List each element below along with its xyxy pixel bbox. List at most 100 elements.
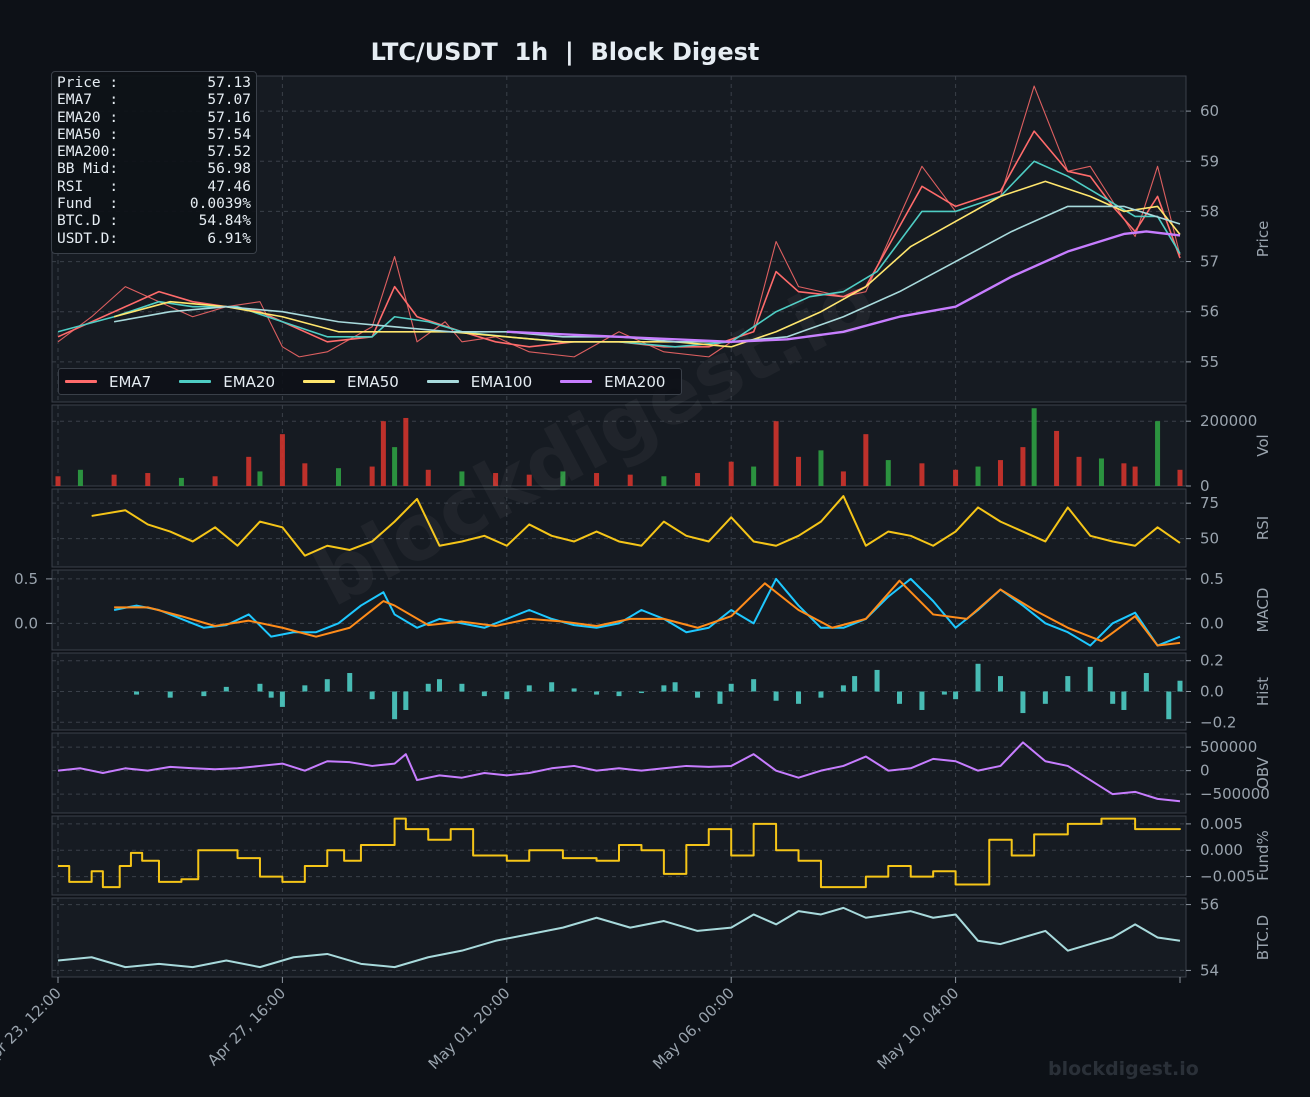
series-hist-hist-bar	[941, 691, 947, 695]
panel-vol: 0 200000 Vol	[51, 404, 1272, 495]
legend-label: EMA20	[223, 372, 276, 391]
panel-hist: −0.2 0.0 0.2 Hist	[51, 652, 1272, 731]
series-price-ema100-line	[113, 205, 1181, 343]
ytick-label: 75	[1200, 494, 1219, 512]
series-price-ema200-line	[506, 230, 1181, 344]
series-vol-vol-bar	[695, 473, 701, 486]
series-vol-vol-bar	[975, 466, 981, 486]
series-vol-vol-bar	[751, 466, 757, 486]
series-price-price-line	[57, 85, 1181, 358]
legend-swatch	[179, 380, 212, 383]
series-hist-hist-bar	[616, 691, 622, 697]
chart-title: LTC/USDT 1h | Block Digest	[371, 38, 760, 66]
series-vol-vol-bar	[1020, 447, 1026, 486]
ytick-label: 50	[1200, 530, 1219, 548]
series-vol-vol-bar	[369, 466, 375, 486]
series-hist-hist-bar	[997, 676, 1003, 692]
series-hist-hist-bar	[874, 669, 880, 692]
series-vol-vol-bar	[840, 471, 846, 486]
series-hist-hist-bar	[1087, 666, 1093, 692]
ytick-label: 56	[1200, 303, 1219, 321]
series-vol-vol-bar	[728, 461, 734, 486]
ytick-label: −0.005	[1200, 868, 1256, 886]
info-value: 54.84%	[198, 213, 251, 230]
info-row: USDT.D: 6.91%	[57, 231, 251, 248]
series-vol-vol-bar	[1132, 466, 1138, 486]
series-vol-vol-bar	[560, 471, 566, 486]
series-vol-vol-bar	[526, 474, 532, 486]
x-axis: Apr 23, 12:00 Apr 27, 16:00 May 01, 20:00 M…	[0, 977, 1181, 1073]
series-vol-vol-bar	[885, 460, 891, 486]
legend-swatch	[426, 380, 459, 383]
series-vol-vol-bar	[380, 421, 386, 486]
series-hist-hist-bar	[526, 685, 532, 692]
info-value: 57.52	[207, 144, 251, 161]
series-hist-hist-bar	[638, 691, 644, 694]
series-hist-hist-bar	[818, 691, 824, 698]
ytick-label: 56	[1200, 896, 1219, 914]
series-hist-hist-bar	[1065, 676, 1071, 692]
ytick-label: 0.2	[1200, 652, 1224, 670]
series-hist-hist-bar	[919, 691, 925, 710]
series-price-ema7-line	[57, 130, 1181, 348]
info-value: 57.07	[207, 92, 251, 109]
series-rsi-rsi-line	[91, 495, 1181, 557]
series-hist-hist-bar	[347, 673, 353, 692]
xtick-label: May 01, 20:00	[425, 984, 514, 1073]
series-hist-hist-bar	[223, 686, 229, 692]
series-hist-hist-bar	[840, 685, 846, 692]
series-hist-hist-bar	[571, 688, 577, 692]
series-hist-hist-bar	[549, 682, 555, 692]
info-value: 57.54	[207, 126, 251, 143]
ytick-label: 500000	[1200, 738, 1257, 756]
series-macd-signal-line	[114, 579, 1181, 647]
series-vol-vol-bar	[1098, 458, 1104, 486]
info-row: EMA7 : 57.07	[57, 92, 251, 109]
series-hist-hist-bar	[717, 691, 723, 704]
series-hist-hist-bar	[1177, 680, 1183, 692]
panel-macd-ylabel: MACD	[1254, 588, 1272, 633]
series-vol-vol-bar	[279, 434, 285, 486]
series-vol-vol-bar	[302, 463, 308, 486]
series-hist-hist-bar	[796, 691, 802, 704]
series-price-ema20-line	[57, 160, 1181, 348]
series-vol-vol-bar	[212, 476, 218, 486]
info-row: BTC.D : 54.84%	[57, 213, 251, 230]
ytick-label: −0.2	[1200, 713, 1236, 731]
info-value: 6.91%	[207, 230, 251, 247]
series-hist-hist-bar	[369, 691, 375, 700]
info-value: 57.13	[207, 75, 251, 91]
ytick-label: 54	[1200, 961, 1219, 979]
series-vol-vol-bar	[997, 460, 1003, 486]
series-vol-vol-bar	[257, 471, 263, 486]
footer-watermark: blockdigest.io	[1048, 1058, 1199, 1080]
xtick-label: May 06, 00:00	[649, 984, 738, 1073]
info-value: 47.46	[207, 178, 251, 195]
series-hist-hist-bar	[425, 683, 431, 692]
series-vol-vol-bar	[77, 469, 83, 486]
series-vol-vol-bar	[1031, 408, 1037, 486]
info-row: Price : 57.13	[57, 75, 251, 92]
series-vol-vol-bar	[919, 463, 925, 486]
panel-rsi-frame	[51, 488, 1187, 568]
info-label: EMA50 :	[57, 126, 119, 143]
ytick-label: 0.5	[1200, 570, 1224, 588]
series-hist-hist-bar	[594, 691, 600, 695]
panel-obv-ylabel: OBV	[1254, 756, 1272, 789]
ytick-label: 0	[1200, 477, 1210, 495]
series-hist-hist-bar	[1042, 691, 1048, 704]
info-row: RSI : 47.46	[57, 179, 251, 196]
series-vol-vol-bar	[1054, 430, 1060, 486]
info-value: 0.0039%	[189, 196, 251, 213]
xtick-label: Apr 23, 12:00	[0, 984, 65, 1069]
series-vol-vol-bar	[594, 473, 600, 486]
ytick-label: 0.000	[1200, 841, 1243, 859]
panel-fund: −0.005 0.000 0.005 Fund%	[51, 815, 1272, 896]
info-label: EMA20 :	[57, 109, 119, 126]
series-vol-vol-bar	[145, 473, 151, 486]
series-hist-hist-bar	[852, 676, 858, 692]
series-vol-vol-bar	[1076, 456, 1082, 486]
series-hist-hist-bar	[672, 682, 678, 692]
series-vol-vol-bar	[953, 469, 959, 486]
series-hist-hist-bar	[1121, 691, 1127, 710]
